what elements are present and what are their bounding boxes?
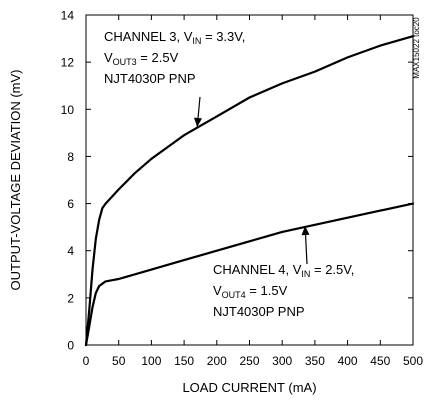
series-line-channel-3: [84, 35, 415, 347]
x-tick-label: 100: [141, 354, 161, 368]
x-tick-label: 300: [272, 354, 292, 368]
annotation-text-line: VOUT3 = 2.5V: [104, 50, 179, 67]
annotation-channel-4: CHANNEL 4, VIN = 2.5V, VOUT4 = 1.5V NJT403…: [213, 225, 354, 319]
y-tick-label: 10: [61, 103, 75, 117]
annotation-text-line: NJT4030P PNP: [104, 71, 196, 86]
y-tick-label: 6: [67, 197, 74, 211]
y-tick-label: 4: [67, 244, 74, 258]
x-tick-label: 150: [174, 354, 194, 368]
x-tick-label: 350: [305, 354, 325, 368]
y-tick-label: 8: [67, 150, 74, 164]
y-axis-label: OUTPUT-VOLTAGE DEVIATION (mV): [8, 69, 23, 290]
x-axis-label: LOAD CURRENT (mA): [182, 380, 316, 395]
x-tick-label: 0: [83, 354, 90, 368]
annotation-channel-3: CHANNEL 3, VIN = 3.3V, VOUT3 = 2.5V NJT403…: [104, 29, 245, 128]
annotation-text-line: CHANNEL 4, VIN = 2.5V,: [213, 262, 354, 279]
x-tick-label: 250: [239, 354, 259, 368]
watermark: MAX15022 toc20: [412, 17, 421, 79]
series-lines: [84, 35, 415, 347]
annotation-text-line: VOUT4 = 1.5V: [213, 283, 288, 300]
y-tick-label: 14: [61, 9, 75, 23]
annotation-text-line: NJT4030P PNP: [213, 304, 305, 319]
annotations: CHANNEL 3, VIN = 3.3V, VOUT3 = 2.5V NJT403…: [104, 29, 354, 319]
y-tick-label: 0: [67, 339, 74, 353]
x-tick-labels: 0 50 100 150 200 250 300 350 400 450 500: [83, 354, 424, 368]
tick-marks: [85, 14, 414, 346]
x-tick-label: 50: [112, 354, 126, 368]
y-tick-label: 12: [61, 56, 75, 70]
annotation-arrowhead: [194, 117, 202, 127]
x-tick-label: 400: [338, 354, 358, 368]
x-tick-label: 500: [403, 354, 423, 368]
annotation-arrowhead: [301, 226, 310, 236]
series-line-channel-4: [84, 202, 415, 347]
x-tick-label: 450: [370, 354, 390, 368]
y-tick-labels: 0 2 4 6 8 10 12 14: [61, 9, 75, 353]
x-tick-label: 200: [207, 354, 227, 368]
y-tick-label: 2: [67, 291, 74, 305]
annotation-text-line: CHANNEL 3, VIN = 3.3V,: [104, 29, 245, 46]
